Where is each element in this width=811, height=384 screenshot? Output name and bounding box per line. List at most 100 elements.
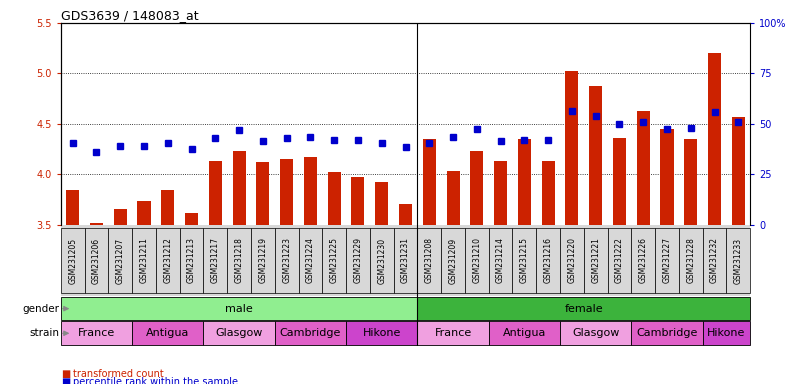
Bar (470, 151, 483, 225)
Text: Cambridge: Cambridge (280, 328, 341, 338)
Text: ■: ■ (61, 369, 70, 379)
Bar (275, 321, 346, 345)
Text: GSM231207: GSM231207 (116, 237, 125, 283)
Text: strain: strain (30, 328, 60, 338)
Bar (513, 227, 536, 293)
Text: Glasgow: Glasgow (572, 328, 620, 338)
Bar (607, 227, 631, 293)
Bar (536, 227, 560, 293)
Bar (727, 227, 750, 293)
Bar (204, 227, 227, 293)
Bar (489, 321, 560, 345)
Bar (465, 227, 489, 293)
Text: Glasgow: Glasgow (216, 328, 263, 338)
Bar (346, 321, 418, 345)
Text: GSM231223: GSM231223 (282, 237, 291, 283)
Bar (447, 171, 460, 225)
Text: GSM231230: GSM231230 (377, 237, 386, 283)
Bar (204, 321, 275, 345)
Bar (732, 117, 744, 225)
Text: GSM231220: GSM231220 (568, 237, 577, 283)
Bar (494, 161, 507, 225)
Text: GSM231225: GSM231225 (330, 237, 339, 283)
Text: GSM231226: GSM231226 (639, 237, 648, 283)
Text: GSM231214: GSM231214 (496, 237, 505, 283)
Bar (251, 227, 275, 293)
Text: GSM231227: GSM231227 (663, 237, 672, 283)
Text: France: France (78, 328, 115, 338)
Bar (418, 297, 750, 321)
Bar (560, 321, 631, 345)
Bar (637, 111, 650, 225)
Text: GDS3639 / 148083_at: GDS3639 / 148083_at (61, 9, 199, 22)
Bar (156, 227, 180, 293)
Text: ■: ■ (61, 377, 70, 384)
Bar (589, 86, 603, 225)
Bar (298, 227, 322, 293)
Bar (584, 227, 607, 293)
Text: Cambridge: Cambridge (637, 328, 697, 338)
Bar (399, 204, 412, 225)
Text: Antigua: Antigua (503, 328, 546, 338)
Bar (132, 227, 156, 293)
Bar (227, 227, 251, 293)
Bar (708, 53, 721, 225)
Text: Hikone: Hikone (363, 328, 401, 338)
Bar (631, 227, 655, 293)
Bar (304, 157, 317, 225)
Text: GSM231219: GSM231219 (259, 237, 268, 283)
Bar (61, 321, 132, 345)
Bar (351, 177, 364, 225)
Text: GSM231231: GSM231231 (401, 237, 410, 283)
Bar (702, 321, 750, 345)
Bar (61, 297, 418, 321)
Bar (560, 227, 584, 293)
Bar (161, 190, 174, 225)
Bar (322, 227, 346, 293)
Bar (418, 321, 489, 345)
Bar (679, 227, 702, 293)
Bar (256, 162, 269, 225)
Text: GSM231229: GSM231229 (354, 237, 363, 283)
Text: Antigua: Antigua (146, 328, 190, 338)
Bar (375, 182, 388, 225)
Bar (565, 71, 578, 225)
Bar (655, 227, 679, 293)
Text: GSM231228: GSM231228 (686, 238, 695, 283)
Bar (441, 227, 465, 293)
Text: GSM231205: GSM231205 (68, 237, 77, 283)
Bar (233, 151, 246, 225)
Text: France: France (435, 328, 472, 338)
Text: GSM231215: GSM231215 (520, 237, 529, 283)
Bar (613, 138, 626, 225)
Bar (423, 139, 436, 225)
Bar (517, 139, 531, 225)
Bar (489, 227, 513, 293)
Bar (346, 227, 370, 293)
Bar (684, 139, 697, 225)
Text: GSM231217: GSM231217 (211, 237, 220, 283)
Text: GSM231222: GSM231222 (615, 238, 624, 283)
Bar (702, 227, 727, 293)
Bar (180, 227, 204, 293)
Bar (418, 227, 441, 293)
Bar (132, 321, 204, 345)
Bar (61, 227, 84, 293)
Bar (114, 209, 127, 225)
Bar (109, 227, 132, 293)
Bar (185, 213, 198, 225)
Text: transformed count: transformed count (73, 369, 164, 379)
Text: male: male (225, 304, 253, 314)
Text: gender: gender (23, 304, 60, 314)
Bar (542, 161, 555, 225)
Bar (660, 129, 673, 225)
Text: Hikone: Hikone (707, 328, 745, 338)
Text: GSM231224: GSM231224 (306, 237, 315, 283)
Text: GSM231211: GSM231211 (139, 238, 148, 283)
Bar (393, 227, 418, 293)
Text: GSM231233: GSM231233 (734, 237, 743, 283)
Text: percentile rank within the sample: percentile rank within the sample (73, 377, 238, 384)
Bar (631, 321, 702, 345)
Text: GSM231212: GSM231212 (163, 238, 172, 283)
Text: GSM231210: GSM231210 (472, 237, 481, 283)
